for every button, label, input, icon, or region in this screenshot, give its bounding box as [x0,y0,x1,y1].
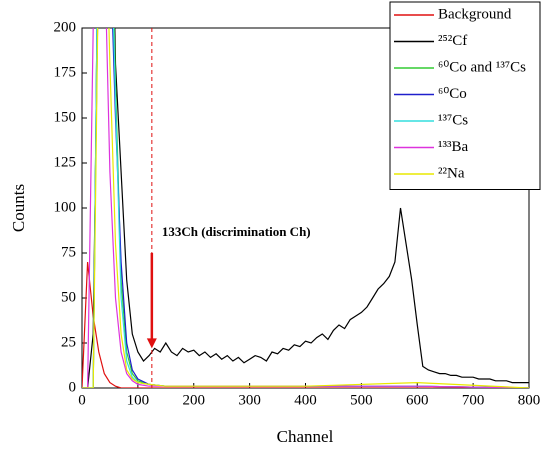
x-tick-label: 200 [183,392,206,408]
x-tick-label: 800 [518,392,541,408]
y-tick-label: 50 [61,289,76,305]
x-tick-label: 600 [406,392,429,408]
y-tick-label: 150 [54,109,77,125]
x-tick-label: 0 [78,392,86,408]
x-tick-label: 400 [294,392,317,408]
annotation-text: 133Ch (discrimination Ch) [162,224,311,239]
series-line [82,28,529,388]
legend-label: ¹³⁷Cs [438,112,468,128]
series-line [82,28,529,388]
legend-label: ¹³³Ba [438,139,468,155]
y-axis-label: Counts [9,184,28,232]
y-tick-label: 0 [69,379,77,395]
y-tick-label: 125 [54,154,77,170]
legend-label: ²²Na [438,165,465,181]
y-tick-label: 100 [54,199,77,215]
y-tick-label: 25 [61,334,76,350]
plot-area [82,28,529,388]
y-tick-label: 75 [61,244,76,260]
x-axis-label: Channel [277,427,334,446]
y-tick-label: 200 [54,19,77,35]
x-tick-label: 700 [462,392,485,408]
legend-label: ²⁵²Cf [438,33,467,49]
arrow-head [146,338,157,349]
x-tick-label: 300 [238,392,261,408]
x-tick-label: 100 [127,392,150,408]
legend-box [389,1,541,190]
y-tick-label: 175 [54,64,77,80]
x-tick-label: 500 [350,392,373,408]
series-line [82,261,529,388]
legend-label: ⁶⁰Co [438,86,467,102]
legend-label: Background [438,6,512,22]
legend-label: ⁶⁰Co and ¹³⁷Cs [438,59,526,75]
